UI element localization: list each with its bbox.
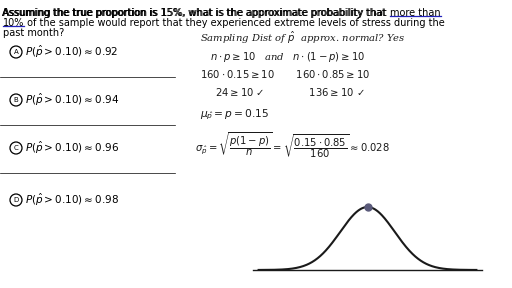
Text: $160 \cdot 0.15 \geq 10$       $160 \cdot 0.85 \geq 10$: $160 \cdot 0.15 \geq 10$ $160 \cdot 0.85… — [200, 68, 370, 80]
Text: B: B — [14, 97, 18, 103]
Text: $24 \geq 10\ \checkmark$              $136 \geq 10\ \checkmark$: $24 \geq 10\ \checkmark$ $136 \geq 10\ \… — [215, 86, 365, 98]
Text: $n \cdot p \geq 10$   and   $n \cdot (1-p) \geq 10$: $n \cdot p \geq 10$ and $n \cdot (1-p) \… — [210, 50, 365, 64]
Text: $\mu_{\hat{p}} = p = 0.15$: $\mu_{\hat{p}} = p = 0.15$ — [200, 108, 269, 122]
Text: $P(\hat{p} > 0.10) \approx 0.98$: $P(\hat{p} > 0.10) \approx 0.98$ — [25, 192, 119, 208]
Text: Assuming the true proportion is 15%, what is the approximate probability that: Assuming the true proportion is 15%, wha… — [3, 8, 390, 18]
Text: $P(\hat{p} > 0.10) \approx 0.94$: $P(\hat{p} > 0.10) \approx 0.94$ — [25, 92, 119, 108]
Text: C: C — [14, 145, 18, 151]
Text: of the sample would report that they experienced extreme levels of stress during: of the sample would report that they exp… — [25, 18, 445, 28]
Text: $P(\hat{p} > 0.10) \approx 0.92$: $P(\hat{p} > 0.10) \approx 0.92$ — [25, 44, 118, 60]
Text: more than: more than — [390, 8, 440, 18]
Text: Assuming the true proportion is: Assuming the true proportion is — [2, 8, 160, 18]
Text: $\sigma_{\hat{p}} = \sqrt{\dfrac{p(1-p)}{n}} = \sqrt{\dfrac{0.15 \cdot 0.85}{160: $\sigma_{\hat{p}} = \sqrt{\dfrac{p(1-p)}… — [195, 130, 390, 160]
Text: $P(\hat{p} > 0.10) \approx 0.96$: $P(\hat{p} > 0.10) \approx 0.96$ — [25, 140, 119, 156]
Text: Sampling Dist of $\hat{p}$  approx. normal? Yes: Sampling Dist of $\hat{p}$ approx. norma… — [200, 30, 406, 46]
Text: Assuming the true proportion is 15%, what is the approximate probability that: Assuming the true proportion is 15%, wha… — [2, 8, 389, 18]
Text: A: A — [14, 49, 18, 55]
Text: D: D — [13, 197, 18, 203]
Text: past month?: past month? — [3, 28, 64, 38]
Text: 10%: 10% — [3, 18, 25, 28]
